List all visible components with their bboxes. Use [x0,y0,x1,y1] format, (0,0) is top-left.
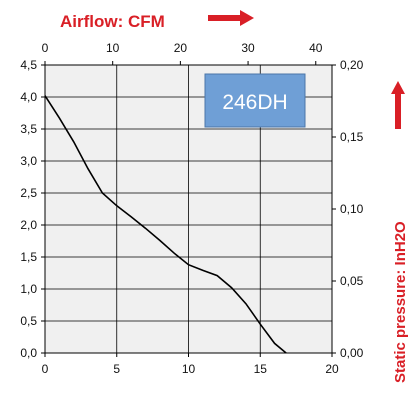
top-axis-ticks: 0 10 20 30 40 [42,41,323,65]
top-tick-label: 30 [241,41,255,55]
top-tick-label: 10 [106,41,120,55]
static-pressure-axis-title: Static pressure: InH2O [392,221,409,383]
left-tick-label: 0,5 [20,314,37,328]
bottom-axis-ticks: 0 5 10 15 20 [42,353,339,376]
left-tick-label: 4,5 [20,58,37,72]
airflow-axis-title: Airflow: CFM [60,12,165,31]
left-tick-label: 3,5 [20,122,37,136]
right-tick-label: 0,10 [340,202,364,216]
model-box: 246DH [204,73,306,128]
left-tick-label: 1,5 [20,250,37,264]
top-tick-label: 40 [309,41,323,55]
right-tick-label: 0,20 [340,58,364,72]
left-tick-label: 2,5 [20,186,37,200]
bottom-tick-label: 10 [182,362,196,376]
bottom-tick-label: 5 [113,362,120,376]
left-tick-label: 4,0 [20,90,37,104]
pressure-arrow-icon [391,81,405,129]
left-axis-ticks: 0,0 0,5 1,0 1,5 2,0 2,5 3,0 3,5 4,0 4,5 [20,58,45,360]
right-tick-label: 0,05 [340,274,364,288]
bottom-tick-label: 0 [42,362,49,376]
left-tick-label: 0,0 [20,346,37,360]
right-tick-label: 0,00 [340,346,364,360]
right-tick-label: 0,15 [340,130,364,144]
left-tick-label: 2,0 [20,218,37,232]
left-tick-label: 1,0 [20,282,37,296]
performance-curve [44,95,287,354]
bottom-tick-label: 15 [254,362,268,376]
right-axis-ticks: 0,00 0,05 0,10 0,15 0,20 [332,58,364,360]
model-label: 246DH [222,91,287,114]
left-tick-label: 3,0 [20,154,37,168]
top-tick-label: 0 [42,41,49,55]
bottom-tick-label: 20 [325,362,339,376]
top-tick-label: 20 [174,41,188,55]
airflow-arrow-icon [208,10,254,26]
